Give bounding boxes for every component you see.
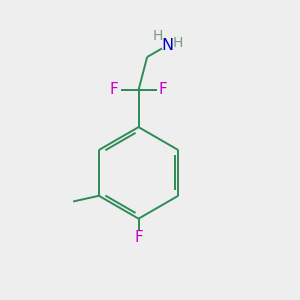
Text: F: F xyxy=(110,82,118,98)
Text: H: H xyxy=(153,29,163,44)
Text: H: H xyxy=(173,36,183,50)
Text: F: F xyxy=(134,230,143,245)
Text: N: N xyxy=(161,38,173,53)
Text: F: F xyxy=(158,82,167,98)
